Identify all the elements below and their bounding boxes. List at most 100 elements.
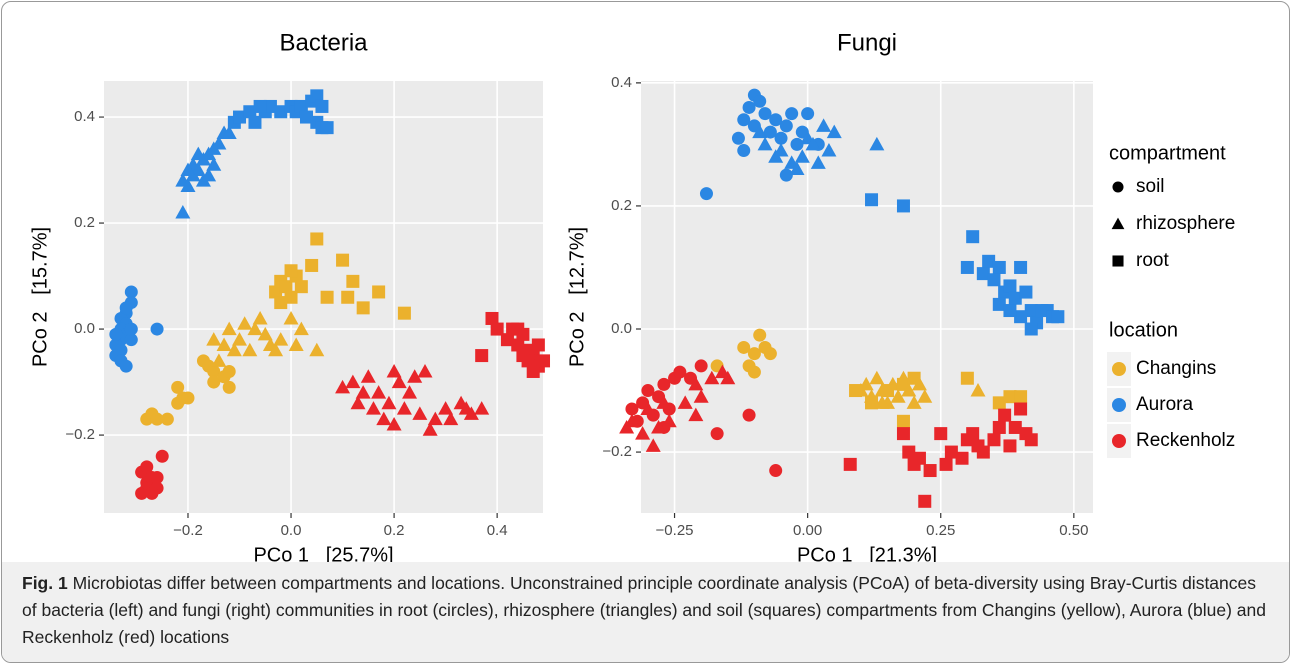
point: [737, 340, 751, 354]
point: [288, 337, 304, 351]
point: [869, 136, 885, 151]
point: [966, 427, 980, 441]
point: [769, 464, 783, 478]
point: [341, 290, 355, 304]
point: [960, 260, 974, 274]
legend-symbol: [1112, 434, 1126, 448]
point: [779, 168, 793, 182]
point: [801, 107, 815, 121]
point: [810, 155, 826, 169]
point: [237, 316, 253, 330]
point: [896, 414, 910, 428]
point: [150, 322, 164, 336]
point: [443, 411, 459, 426]
point: [171, 380, 185, 394]
y-axis-label: PCo 2 [15.7%]: [29, 227, 51, 367]
point: [299, 110, 313, 124]
point: [252, 310, 268, 325]
point: [284, 264, 298, 278]
point: [763, 347, 777, 361]
point: [640, 401, 656, 415]
point: [992, 260, 1006, 274]
point: [955, 451, 969, 465]
point: [1008, 420, 1022, 434]
point: [773, 143, 789, 157]
point: [753, 328, 767, 342]
point: [175, 204, 191, 219]
point: [992, 420, 1006, 434]
chart: Bacteria −0.2 0.0 0.2 0.4 −0.2 0.0 0.2 0.4 PCo 1 …: [29, 29, 1235, 562]
point: [150, 470, 164, 484]
point: [386, 416, 402, 431]
legend-title: compartment: [1109, 142, 1226, 164]
point: [422, 422, 438, 436]
point: [742, 408, 756, 422]
point: [222, 364, 236, 378]
point: [407, 369, 423, 383]
point: [438, 401, 454, 415]
legend-label: Aurora: [1136, 394, 1193, 415]
point: [1014, 390, 1028, 404]
caption: Fig. 1 Microbiotas differ between compar…: [2, 562, 1289, 662]
point: [537, 354, 551, 368]
caption-text: Microbiotas differ between compartments …: [22, 573, 1266, 647]
point: [531, 338, 545, 352]
legend-symbol: [1112, 362, 1126, 376]
point: [923, 464, 937, 478]
point: [992, 396, 1006, 410]
point: [526, 364, 540, 378]
point: [987, 273, 1001, 287]
point: [849, 384, 863, 398]
point: [747, 365, 761, 379]
point: [516, 349, 530, 363]
point: [242, 342, 258, 357]
point: [372, 285, 386, 299]
point: [1003, 304, 1017, 318]
point: [737, 113, 751, 127]
point: [1008, 291, 1022, 305]
point: [677, 395, 693, 409]
point: [490, 322, 504, 336]
point: [263, 99, 277, 113]
point: [222, 380, 236, 394]
point: [345, 374, 361, 389]
point: [757, 136, 773, 151]
point: [350, 395, 366, 410]
point: [826, 124, 842, 139]
point: [661, 413, 677, 428]
point: [998, 408, 1012, 422]
point: [790, 137, 804, 151]
point: [1019, 285, 1033, 299]
point: [485, 311, 499, 325]
point: [119, 301, 133, 315]
legend-symbol: [1112, 181, 1124, 193]
chart-title: Fungi: [837, 29, 897, 56]
point: [960, 371, 974, 385]
point: [880, 384, 894, 398]
legend-title: location: [1109, 319, 1178, 341]
point: [310, 232, 324, 246]
point: [966, 230, 980, 244]
point: [934, 427, 948, 441]
point: [976, 267, 990, 281]
y-tick-label: −0.2: [602, 443, 632, 460]
point: [386, 363, 402, 378]
y-tick-label: 0.2: [611, 197, 632, 214]
point: [699, 187, 713, 201]
point: [858, 376, 874, 391]
point: [371, 385, 387, 399]
legend-label: Reckenholz: [1136, 430, 1235, 451]
point: [376, 411, 392, 426]
x-tick-label: 0.0: [281, 522, 302, 539]
point: [365, 401, 381, 415]
point: [145, 486, 159, 500]
point: [970, 383, 986, 397]
point: [248, 115, 262, 129]
point: [315, 99, 329, 113]
point: [293, 321, 309, 336]
point: [360, 369, 376, 383]
point: [391, 374, 407, 389]
point: [206, 157, 222, 171]
point: [320, 290, 334, 304]
point: [1014, 402, 1028, 416]
